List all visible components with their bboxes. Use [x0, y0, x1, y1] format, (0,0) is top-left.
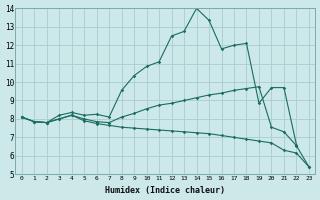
- X-axis label: Humidex (Indice chaleur): Humidex (Indice chaleur): [105, 186, 225, 195]
